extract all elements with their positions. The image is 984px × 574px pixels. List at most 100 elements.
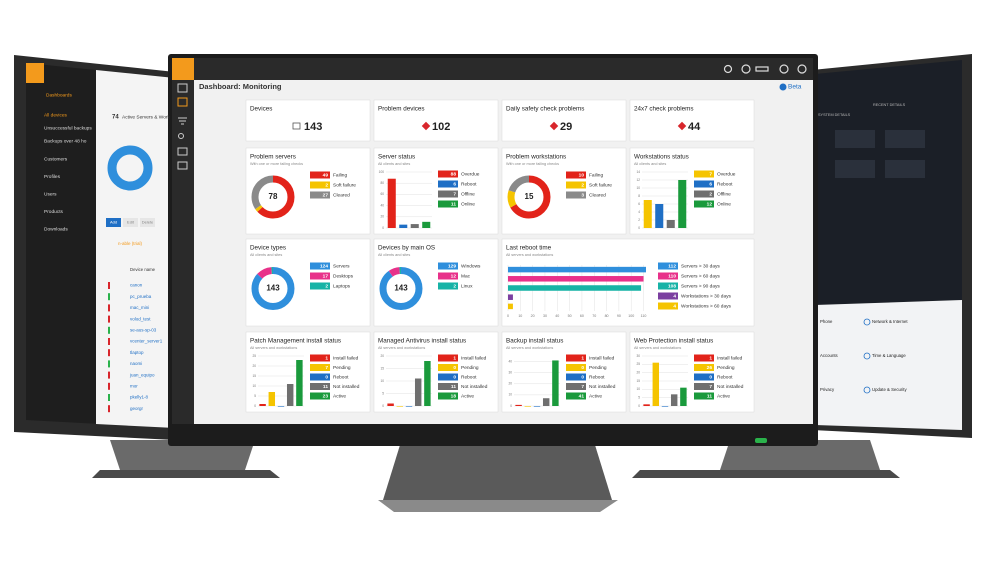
alert-icon <box>421 121 431 131</box>
legend-label: Reboot <box>333 374 349 380</box>
y-tick-label: 0 <box>638 404 640 408</box>
legend-value: 11 <box>451 201 456 207</box>
legend-label: Desktops <box>333 273 354 279</box>
top-icons <box>723 64 807 74</box>
legend-label: Pending <box>717 365 735 371</box>
legend-value: 88 <box>451 171 457 177</box>
right-screen-top <box>815 60 962 305</box>
legend-label: Servers <box>333 263 350 269</box>
legend-label: Failing <box>589 172 603 178</box>
y-tick-label: 0 <box>510 404 512 408</box>
legend-swatch <box>438 200 458 208</box>
device-name: mor <box>130 383 138 388</box>
row-flag <box>108 338 110 345</box>
row-flag <box>108 293 110 301</box>
setting-title: Network & Internet <box>872 319 908 324</box>
bar <box>422 221 431 228</box>
bar <box>666 220 675 228</box>
legend-swatch <box>566 364 586 371</box>
bar <box>515 404 522 406</box>
card <box>629 331 755 413</box>
bar <box>396 406 404 407</box>
legend-label: Active <box>717 393 730 399</box>
menu-item: Customers <box>44 156 68 162</box>
legend-value: 4 <box>673 293 676 299</box>
list-heading: Active Servers & Work <box>122 114 170 120</box>
legend-value: 12 <box>707 201 713 207</box>
beta-badge: Beta <box>788 84 802 91</box>
legend-value: 2 <box>581 182 584 188</box>
legend-swatch <box>566 383 586 390</box>
card-title: Device types <box>250 245 286 252</box>
legend-swatch <box>310 282 330 290</box>
button-label: Edit <box>127 220 135 225</box>
legend-value: 11 <box>707 393 712 399</box>
setting-title: Accounts <box>820 353 838 358</box>
bar <box>508 294 513 300</box>
legend-value: 17 <box>323 273 329 279</box>
bar <box>524 406 532 407</box>
legend-swatch <box>438 180 458 188</box>
legend-value: 7 <box>453 191 456 197</box>
button[interactable] <box>106 218 121 227</box>
main-stand <box>383 445 612 500</box>
legend-swatch <box>310 262 330 270</box>
legend-swatch <box>658 282 678 290</box>
y-tick-label: 2 <box>638 218 640 222</box>
legend-swatch <box>310 364 330 371</box>
card-subtitle: All servers and workstations <box>506 253 553 257</box>
detail-block <box>835 130 875 148</box>
legend-label: Servers > 30 days <box>681 263 720 269</box>
legend-value: 1 <box>581 355 584 361</box>
legend-value: 7 <box>709 171 712 177</box>
x-tick-label: 100 <box>628 314 634 318</box>
left-logo <box>26 63 44 83</box>
legend-label: Reboot <box>461 181 477 187</box>
row-flag <box>108 394 110 401</box>
card <box>245 238 371 327</box>
device-count: 74 <box>112 115 119 121</box>
bar <box>508 276 644 282</box>
legend-label: Install failed <box>589 355 615 361</box>
legend-label: Install failed <box>333 355 359 361</box>
legend-label: Soft failure <box>333 182 356 188</box>
card-subtitle: All clients and sites <box>634 162 666 166</box>
y-tick-label: 10 <box>636 387 640 391</box>
card <box>373 331 499 413</box>
legend-value: 124 <box>320 263 328 269</box>
legend-value: 0 <box>709 374 712 380</box>
legend-swatch <box>658 272 678 280</box>
card-subtitle: All clients and sites <box>378 253 410 257</box>
legend-swatch <box>310 383 330 390</box>
right-stand <box>720 440 880 470</box>
y-tick-label: 20 <box>252 364 256 368</box>
legend-swatch <box>566 392 586 400</box>
x-tick-label: 30 <box>543 314 547 318</box>
bar <box>268 392 276 406</box>
donut-segment <box>507 175 551 219</box>
legend-label: Active <box>461 393 474 399</box>
card <box>245 99 371 142</box>
legend-swatch <box>694 373 714 381</box>
card <box>245 331 371 413</box>
legend-swatch <box>566 171 586 179</box>
legend-swatch <box>658 292 678 300</box>
legend-swatch <box>310 392 330 400</box>
button[interactable] <box>140 218 155 227</box>
sidebar <box>172 80 194 424</box>
card-subtitle: All clients and sites <box>250 253 282 257</box>
card-title: Server status <box>378 154 415 161</box>
legend-value: 27 <box>323 192 329 198</box>
legend-swatch <box>438 383 458 390</box>
legend-swatch <box>310 181 330 189</box>
legend-value: 2 <box>325 182 328 188</box>
legend-swatch <box>694 383 714 390</box>
button[interactable] <box>123 218 138 227</box>
y-tick-label: 80 <box>380 181 384 185</box>
column-header: Device name <box>130 267 156 272</box>
legend-swatch <box>310 191 330 199</box>
legend-label: Pending <box>333 365 351 371</box>
row-flag <box>108 349 110 357</box>
